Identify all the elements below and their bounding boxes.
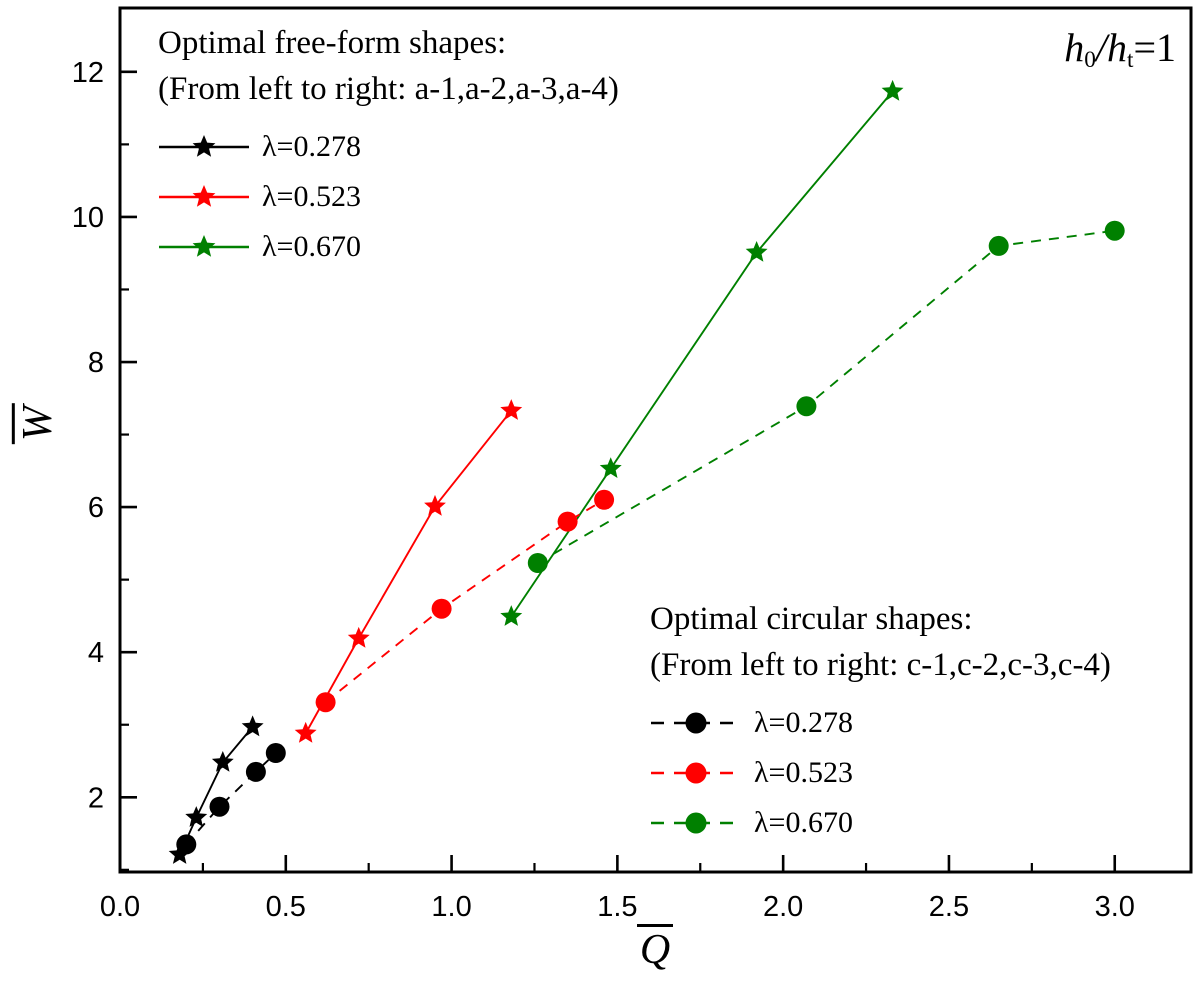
x-axis-letter: Q (639, 927, 671, 973)
circle-marker (245, 761, 266, 782)
circle-marker (988, 235, 1009, 256)
star-marker (745, 241, 768, 262)
y-axis-title: W (0, 378, 72, 470)
legend-sample-circle (651, 812, 741, 834)
legend-circle-icon (685, 812, 707, 834)
y-tick-label: 10 (72, 202, 104, 234)
star-marker (500, 605, 523, 626)
legend-circle-icon (685, 712, 707, 734)
legend-entry-circular-2: λ=0.670 (650, 798, 1111, 848)
legend-entry-label: λ=0.278 (754, 706, 853, 739)
x-axis-title: Q (575, 924, 735, 973)
x-tick-label: 1.5 (597, 891, 637, 923)
circle-marker (265, 743, 286, 763)
legend-entry-freeform-0: λ=0.278 (158, 122, 619, 172)
x-axis-title-overbar: Q (636, 924, 674, 973)
legend-freeform-subtitle: (From left to right: a-1,a-2,a-3,a-4) (158, 71, 619, 107)
legend-star-icon (192, 235, 216, 257)
legend-sample-star (159, 235, 249, 257)
legend-entry-label: λ=0.523 (262, 180, 361, 213)
circle-marker (796, 396, 817, 417)
circle-marker (209, 796, 230, 817)
legend-circular-title: Optimal circular shapes: (650, 601, 973, 637)
x-tick-label: 2.0 (763, 891, 803, 923)
legend-sample-circle (651, 712, 741, 734)
annotation-equals: =1 (1133, 25, 1176, 70)
series-line-freeform-1 (304, 410, 513, 734)
star-marker (241, 715, 264, 737)
star-marker (347, 626, 370, 648)
annotation-ht-sub: t (1126, 46, 1134, 73)
legend-star-icon (192, 135, 216, 157)
legend-circular: Optimal circular shapes: (From left to r… (650, 596, 1111, 848)
annotation-divider: / (1095, 25, 1107, 70)
y-tick-label: 12 (72, 57, 104, 89)
series-line-circular-2 (537, 229, 1115, 564)
legend-entry-label: λ=0.523 (754, 756, 853, 789)
legend-freeform-entries: λ=0.278 λ=0.523 λ=0.670 (158, 122, 619, 272)
circle-marker (527, 553, 548, 573)
legend-freeform-title: Optimal free-form shapes: (158, 25, 507, 61)
y-tick-label: 4 (88, 637, 104, 669)
legend-sample-star (159, 185, 249, 207)
legend-entry-circular-0: λ=0.278 (650, 698, 1111, 748)
legend-circular-entries: λ=0.278 λ=0.523 λ=0.670 (650, 698, 1111, 848)
y-tick-label: 6 (88, 492, 104, 524)
circle-marker (315, 692, 336, 713)
star-marker (500, 399, 523, 420)
x-tick-label: 3.0 (1095, 891, 1135, 923)
y-tick-label: 2 (88, 782, 104, 814)
legend-sample-circle (651, 762, 741, 784)
legend-sample-star (159, 135, 249, 157)
x-tick-label: 1.0 (431, 891, 471, 923)
star-marker (424, 494, 446, 516)
legend-star-icon (192, 185, 216, 207)
circle-marker (431, 598, 452, 619)
y-axis-title-rotated: W (11, 403, 61, 445)
circle-marker (557, 511, 578, 532)
star-marker (185, 806, 208, 827)
y-axis-title-overbar: W (11, 403, 61, 445)
y-axis-letter: W (14, 406, 61, 442)
legend-entry-label: λ=0.670 (262, 230, 361, 263)
circle-marker (594, 489, 615, 510)
legend-freeform: Optimal free-form shapes: (From left to … (158, 20, 619, 272)
y-tick-label: 8 (88, 347, 104, 379)
star-marker (211, 751, 234, 772)
legend-entry-circular-1: λ=0.523 (650, 748, 1111, 798)
plot-frame (118, 6, 1193, 874)
series-line-circular-1 (325, 498, 605, 703)
legend-entry-label: λ=0.278 (262, 130, 361, 163)
star-marker (294, 721, 317, 743)
annotation-h0-sub: 0 (1084, 46, 1096, 73)
star-marker (599, 457, 622, 478)
x-tick-label: 0.0 (100, 891, 140, 923)
series-line-circular-0 (185, 752, 277, 846)
circle-marker (1104, 220, 1125, 241)
circle-marker (176, 834, 197, 855)
legend-circle-icon (685, 762, 707, 784)
star-marker (168, 843, 191, 864)
legend-entry-label: λ=0.670 (754, 806, 853, 839)
annotation-ht-base: h (1106, 25, 1127, 70)
legend-entry-freeform-2: λ=0.670 (158, 222, 619, 272)
x-tick-label: 2.5 (929, 891, 969, 923)
annotation-h0-base: h (1064, 25, 1085, 70)
legend-entry-freeform-1: λ=0.523 (158, 172, 619, 222)
star-marker (881, 79, 904, 101)
ratio-annotation: h0/ht=1 (1064, 24, 1176, 74)
legend-circular-subtitle: (From left to right: c-1,c-2,c-3,c-4) (650, 647, 1111, 683)
x-tick-label: 0.5 (266, 891, 306, 923)
series-line-freeform-2 (510, 90, 894, 618)
